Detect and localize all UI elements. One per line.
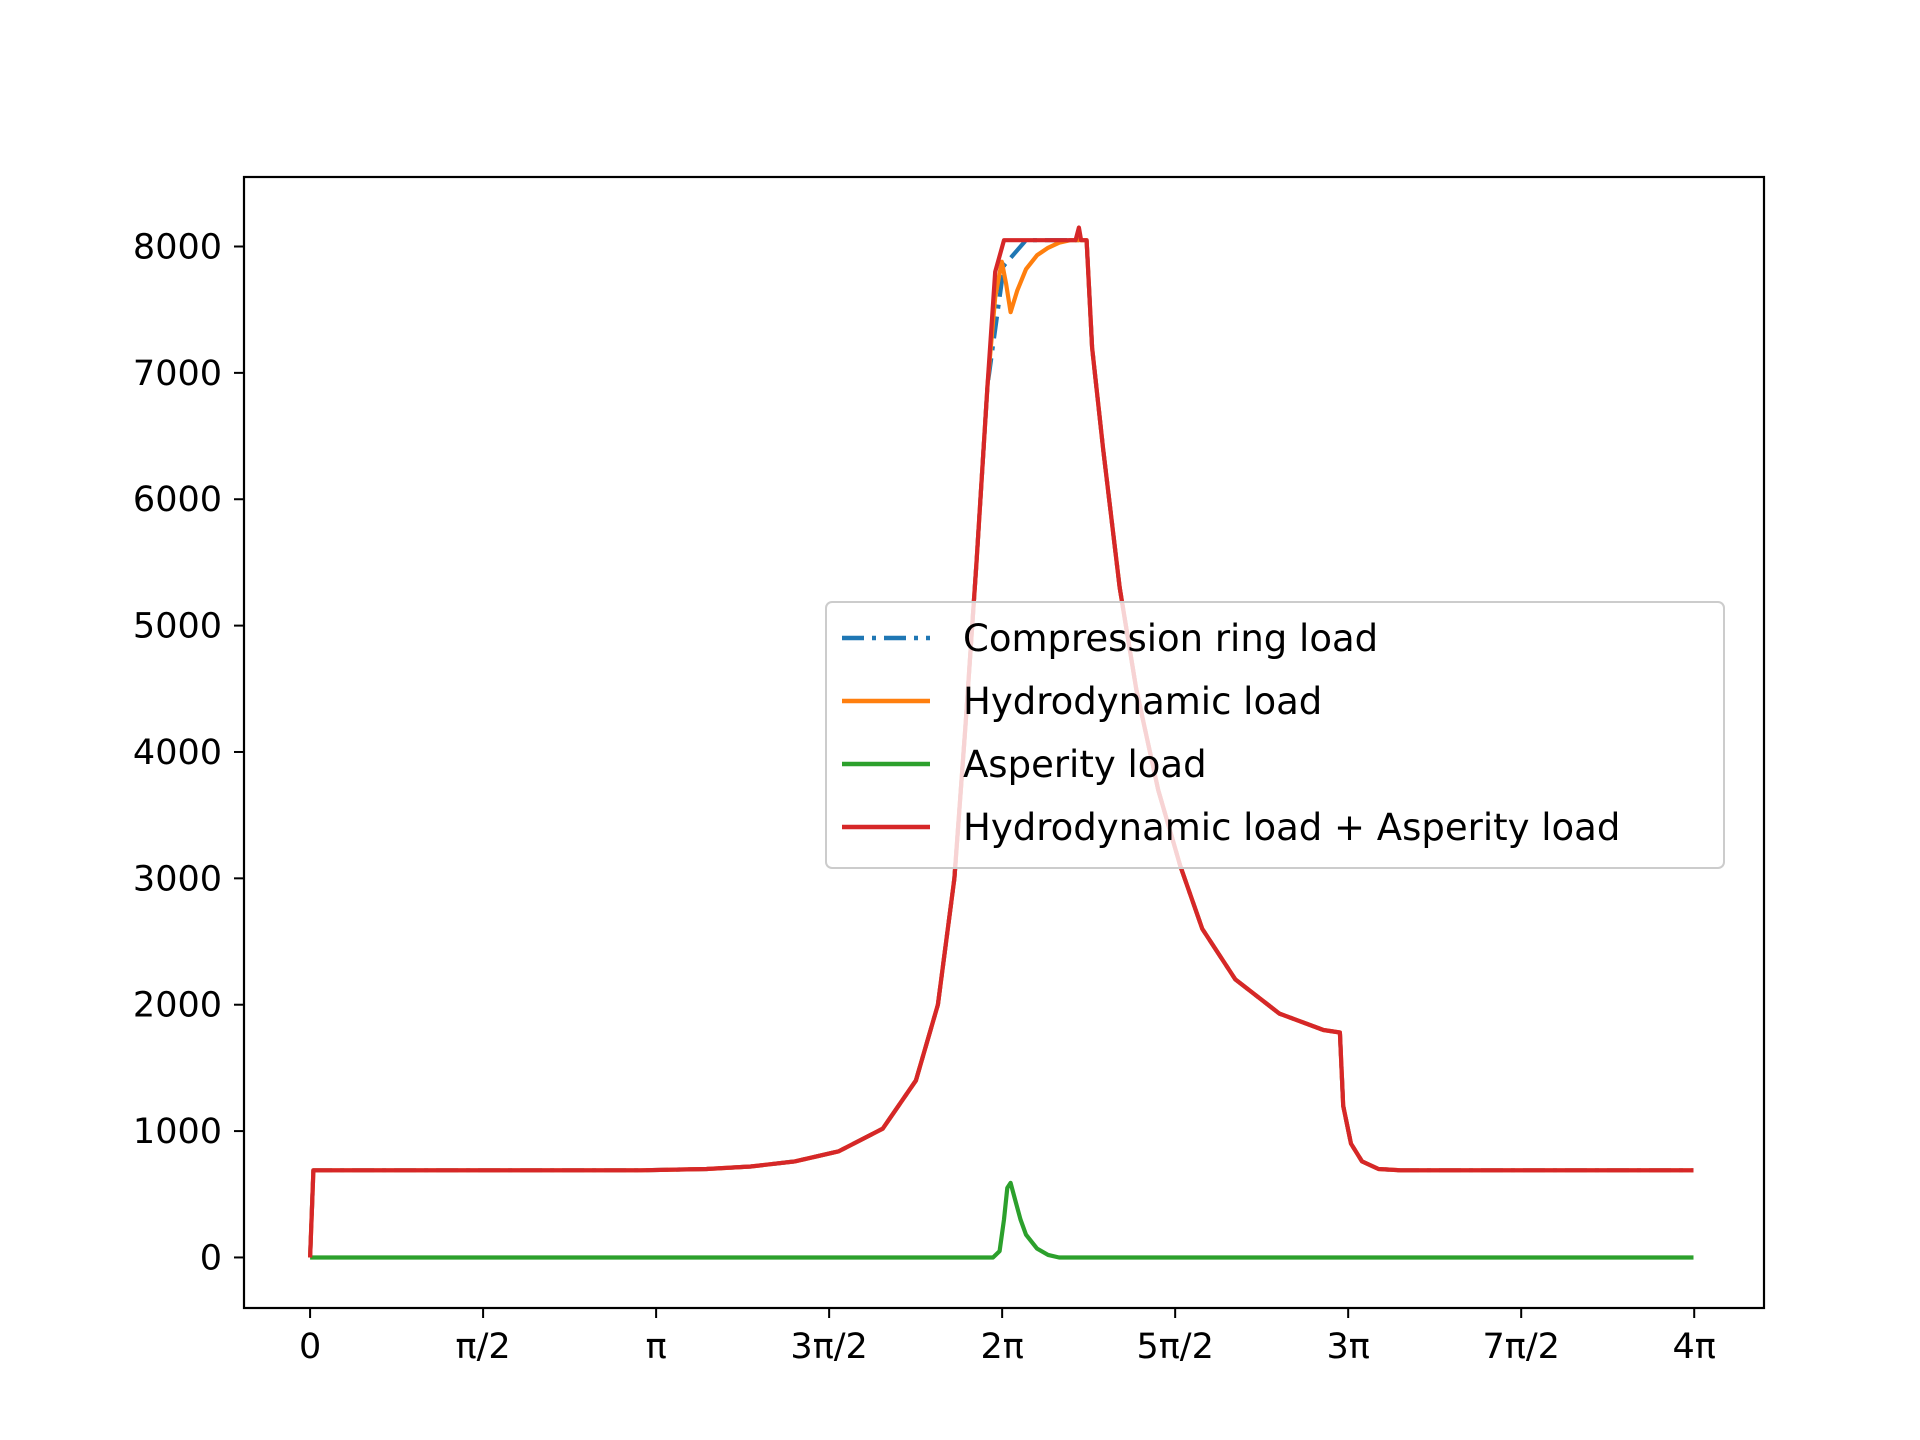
x-tick-label: 2π [980,1327,1023,1367]
x-tick-label: 4π [1673,1327,1716,1367]
y-axis-ticks: 0 1000 2000 3000 4000 5000 6000 7000 8000 [133,228,244,1278]
x-tick-label: π/2 [456,1327,511,1367]
y-tick-label: 3000 [133,859,222,899]
x-tick-label: π [646,1327,667,1367]
y-tick-label: 0 [200,1238,222,1278]
x-tick-label: 5π/2 [1136,1327,1213,1367]
legend-label: Compression ring load [963,617,1378,660]
y-tick-label: 4000 [133,733,222,773]
y-tick-label: 1000 [133,1112,222,1152]
legend: Compression ring load Hydrodynamic load As… [825,601,1725,869]
legend-box [825,601,1725,869]
x-tick-label: 3π [1327,1327,1370,1367]
series-line-3 [310,1180,1694,1260]
x-tick-label: 0 [299,1327,321,1367]
x-tick-label: 3π/2 [790,1327,867,1367]
series-layer [308,225,1694,1260]
y-tick-label: 5000 [133,607,222,647]
plot-frame [242,175,1766,1310]
x-tick-label: 7π/2 [1482,1327,1559,1367]
legend-label: Hydrodynamic load + Asperity load [963,806,1620,849]
y-tick-label: 7000 [133,354,222,394]
legend-label: Hydrodynamic load [963,680,1322,723]
y-tick-label: 8000 [133,228,222,268]
y-tick-label: 6000 [133,480,222,520]
x-axis-ticks: 0 π/2 π 3π/2 2π 5π/2 3π 7π/2 4π [299,1308,1716,1367]
legend-label: Asperity load [963,743,1207,786]
series-line-4 [308,225,1694,1258]
y-tick-label: 2000 [133,986,222,1026]
